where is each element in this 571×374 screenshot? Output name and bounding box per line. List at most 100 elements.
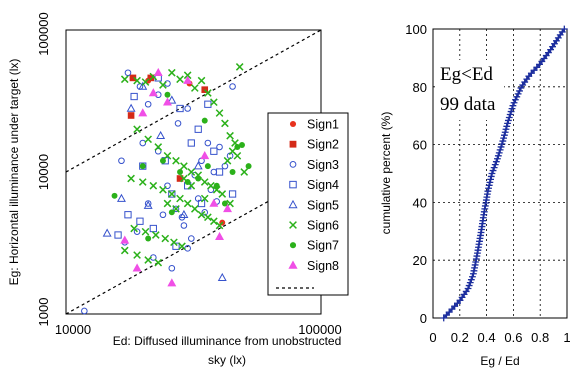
legend-marker bbox=[289, 120, 297, 128]
data-point bbox=[124, 211, 132, 219]
data-point bbox=[167, 278, 177, 287]
x-tick-label: 0 bbox=[429, 330, 436, 345]
cdf-point bbox=[502, 125, 510, 133]
data-point bbox=[172, 156, 180, 165]
data-point bbox=[144, 100, 152, 108]
data-point bbox=[168, 190, 176, 198]
legend-label: Sign5 bbox=[307, 198, 339, 212]
data-point bbox=[81, 307, 88, 315]
series-sign4 bbox=[114, 74, 237, 250]
legend-marker bbox=[288, 199, 298, 209]
data-point bbox=[221, 200, 228, 207]
legend-marker bbox=[288, 260, 298, 269]
data-point bbox=[130, 224, 138, 233]
series-sign7 bbox=[111, 91, 252, 242]
data-point bbox=[159, 185, 167, 194]
legend-marker bbox=[289, 242, 297, 249]
data-point bbox=[149, 224, 157, 233]
series-sign5 bbox=[102, 81, 227, 282]
cdf-point bbox=[506, 111, 514, 118]
data-point bbox=[215, 231, 225, 241]
cdf-point bbox=[492, 158, 500, 166]
cdf-point bbox=[494, 152, 502, 160]
data-point bbox=[167, 95, 177, 104]
data-point bbox=[151, 231, 160, 239]
annotation-count: 99 data bbox=[440, 94, 496, 115]
data-point bbox=[193, 161, 203, 170]
data-point bbox=[156, 130, 166, 140]
x-tick-label: 0.2 bbox=[451, 330, 469, 345]
data-point bbox=[139, 139, 147, 147]
data-point bbox=[174, 120, 182, 127]
data-point bbox=[133, 76, 141, 85]
data-point bbox=[239, 142, 245, 148]
data-point bbox=[194, 125, 202, 133]
legend-marker bbox=[289, 161, 297, 168]
x-tick-label: 0.4 bbox=[478, 330, 496, 345]
data-point bbox=[201, 117, 208, 124]
data-point bbox=[210, 168, 218, 176]
data-point bbox=[200, 178, 209, 186]
series-sign3 bbox=[81, 69, 236, 315]
cdf-point bbox=[508, 105, 516, 113]
data-point bbox=[154, 147, 162, 155]
data-point bbox=[127, 174, 135, 183]
cdf-point bbox=[504, 119, 511, 127]
cdf-point bbox=[487, 173, 495, 180]
data-point bbox=[245, 163, 252, 170]
data-point bbox=[179, 209, 189, 219]
data-point bbox=[187, 168, 196, 176]
data-point bbox=[133, 125, 141, 134]
x-tick-label: 0.6 bbox=[504, 330, 522, 345]
cdf-point bbox=[484, 187, 492, 195]
data-point bbox=[215, 109, 224, 117]
data-point bbox=[226, 131, 234, 140]
data-point bbox=[159, 81, 167, 89]
data-point bbox=[138, 178, 147, 186]
data-point bbox=[153, 67, 163, 77]
y-tick-label: 100 bbox=[405, 22, 427, 37]
data-point bbox=[143, 200, 153, 209]
data-point bbox=[111, 192, 118, 199]
data-point bbox=[176, 194, 184, 203]
data-point bbox=[133, 228, 141, 235]
data-point bbox=[204, 213, 212, 222]
annotation-background bbox=[436, 60, 504, 120]
cdf-point bbox=[469, 273, 476, 281]
cdf-point bbox=[496, 146, 504, 154]
data-point bbox=[204, 100, 212, 108]
data-point bbox=[129, 74, 137, 82]
data-point bbox=[213, 182, 220, 189]
data-point bbox=[207, 186, 215, 194]
data-point bbox=[233, 151, 242, 160]
data-point bbox=[184, 179, 191, 185]
legend-label: Sign8 bbox=[307, 259, 339, 273]
cdf-point bbox=[487, 175, 494, 183]
data-point bbox=[209, 198, 219, 207]
y-tick-label: 40 bbox=[413, 195, 427, 210]
x-axis-label: sky (lx) bbox=[208, 353, 246, 367]
cdf-point bbox=[505, 114, 513, 121]
data-point bbox=[217, 272, 227, 282]
data-point bbox=[223, 204, 233, 213]
y-tick-label: 60 bbox=[413, 138, 427, 153]
cdf-panel: 0 0.2 0.4 0.6 0.8 1 0 20 40 60 80 100 Eg<Ed 99 data… bbox=[379, 22, 571, 368]
legend-box bbox=[267, 112, 349, 296]
cdf-point bbox=[516, 87, 523, 95]
cdf-point bbox=[503, 122, 511, 130]
cdf-point bbox=[464, 285, 472, 292]
cdf-point bbox=[501, 131, 508, 139]
legend-marker bbox=[289, 221, 297, 229]
data-point bbox=[120, 75, 129, 84]
data-point bbox=[168, 209, 175, 216]
legend-marker bbox=[289, 140, 297, 148]
data-point bbox=[133, 251, 141, 259]
data-point bbox=[240, 168, 249, 176]
legend-label: Sign1 bbox=[307, 118, 339, 132]
data-point bbox=[172, 242, 180, 250]
cdf-point bbox=[498, 140, 506, 148]
cdf-point bbox=[485, 181, 493, 189]
data-point bbox=[168, 264, 176, 272]
data-point bbox=[176, 75, 184, 84]
data-point bbox=[114, 231, 122, 239]
